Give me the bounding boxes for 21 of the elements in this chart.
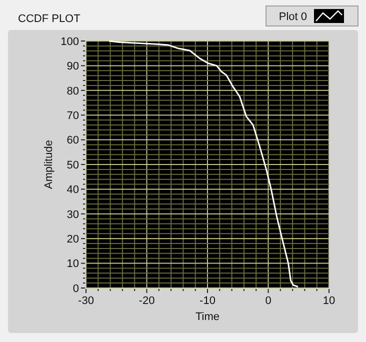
y-tick-label: 50 [66, 159, 79, 172]
x-tick-label: -30 [78, 295, 94, 307]
x-tick-label: -20 [138, 295, 155, 307]
line-series [108, 40, 299, 288]
x-tick-label: -10 [200, 295, 216, 307]
y-tick-label: 30 [66, 208, 79, 221]
y-tick-label: 20 [66, 233, 79, 246]
x-tick-label: 0 [265, 295, 272, 307]
y-axis-title: Amplitude [43, 140, 55, 189]
y-tick-label: 100 [60, 36, 79, 48]
y-tick-label: 70 [66, 110, 79, 122]
chart-title: CCDF PLOT [18, 13, 81, 25]
y-tick-label: 90 [66, 60, 79, 73]
x-tick-label: 10 [322, 295, 336, 307]
y-tick-label: 10 [66, 258, 79, 270]
legend-label: Plot 0 [278, 11, 307, 23]
x-axis-title: Time [195, 311, 220, 323]
y-tick-label: 80 [66, 85, 79, 98]
y-tick-label: 0 [72, 282, 79, 295]
y-tick-label: 40 [66, 184, 79, 196]
y-tick-label: 60 [66, 134, 79, 147]
